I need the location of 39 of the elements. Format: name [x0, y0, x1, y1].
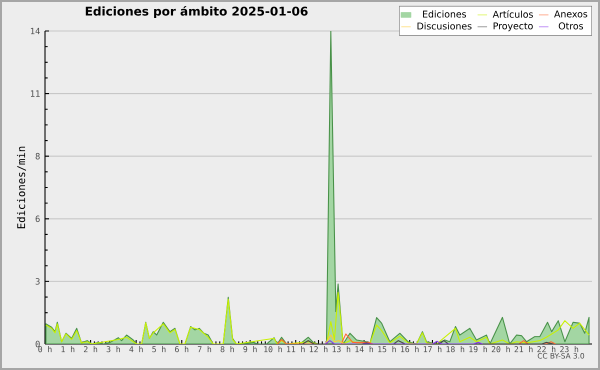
- legend-label: Ediciones: [423, 10, 466, 18]
- x-tick-label: 1 h: [62, 346, 74, 352]
- x-tick-label: 20 h: [492, 346, 510, 352]
- x-tick-label: 4 h: [129, 346, 143, 352]
- x-tick-label: 5 h: [152, 346, 166, 352]
- x-tick-label: 18 h: [446, 346, 464, 352]
- y-tick-label: 11: [30, 90, 40, 97]
- y-tick-label: 14: [30, 28, 40, 34]
- x-tick-label: 0 h: [38, 346, 52, 352]
- x-tick-label: 16 h: [400, 346, 419, 352]
- legend-label: Proyecto: [494, 22, 533, 32]
- x-tick-label: 3 h: [106, 346, 120, 352]
- x-tick-label: 22 h: [537, 346, 556, 352]
- x-tick-label: 2 h: [84, 346, 98, 352]
- y-tick-label: 3: [36, 278, 40, 285]
- x-tick-label: 9 h: [243, 346, 257, 352]
- chart-title: Ediciones por ámbito 2025-01-06: [86, 6, 308, 18]
- x-tick-label: 10 h: [264, 346, 282, 352]
- x-tick-label: 11 h: [287, 346, 305, 352]
- x-tick-label: 17 h: [424, 346, 442, 352]
- x-tick-label: 19 h: [469, 346, 487, 352]
- x-tick-label: 14 h: [355, 346, 374, 352]
- legend-label: Otros: [558, 22, 584, 30]
- y-tick-label: 8: [36, 152, 40, 160]
- x-tick-label: 7 h: [198, 346, 212, 352]
- x-tick-label: 21 h: [514, 346, 533, 352]
- legend-label: Discusiones: [418, 22, 472, 30]
- x-tick-label: 8 h: [220, 346, 234, 352]
- x-tick-label: 12 h: [310, 346, 328, 352]
- y-tick-label: 6: [36, 216, 40, 222]
- line-series: [324, 334, 344, 344]
- x-tick-label: 23 h: [560, 346, 578, 352]
- legend-label: Artículos: [492, 10, 533, 18]
- x-tick-label: 13 h: [332, 346, 350, 352]
- legend-label: Anexos: [554, 10, 588, 18]
- x-tick-label: 15 h: [378, 346, 396, 352]
- y-tick-label: 0: [36, 340, 40, 348]
- x-tick-label: 6 h: [175, 346, 188, 352]
- y-axis-title: Ediciones/min: [16, 146, 26, 228]
